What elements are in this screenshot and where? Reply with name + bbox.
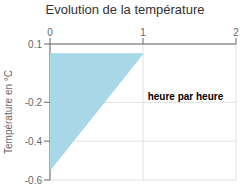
svg-text:-0.4: -0.4 bbox=[25, 136, 43, 147]
html-text:Evolution de la température: Evolution de la température bbox=[45, 2, 205, 17]
svg-text:1: 1 bbox=[140, 27, 146, 38]
svg-text:heure par heure: heure par heure bbox=[148, 91, 224, 102]
svg-text:2: 2 bbox=[233, 27, 239, 38]
svg-text:-0.6: -0.6 bbox=[25, 175, 43, 186]
svg-text:0: 0 bbox=[47, 27, 53, 38]
svg-text:0.1: 0.1 bbox=[28, 39, 42, 50]
svg-text:-0.2: -0.2 bbox=[25, 97, 43, 108]
svg-text:Température en °C: Température en °C bbox=[8, 70, 14, 154]
